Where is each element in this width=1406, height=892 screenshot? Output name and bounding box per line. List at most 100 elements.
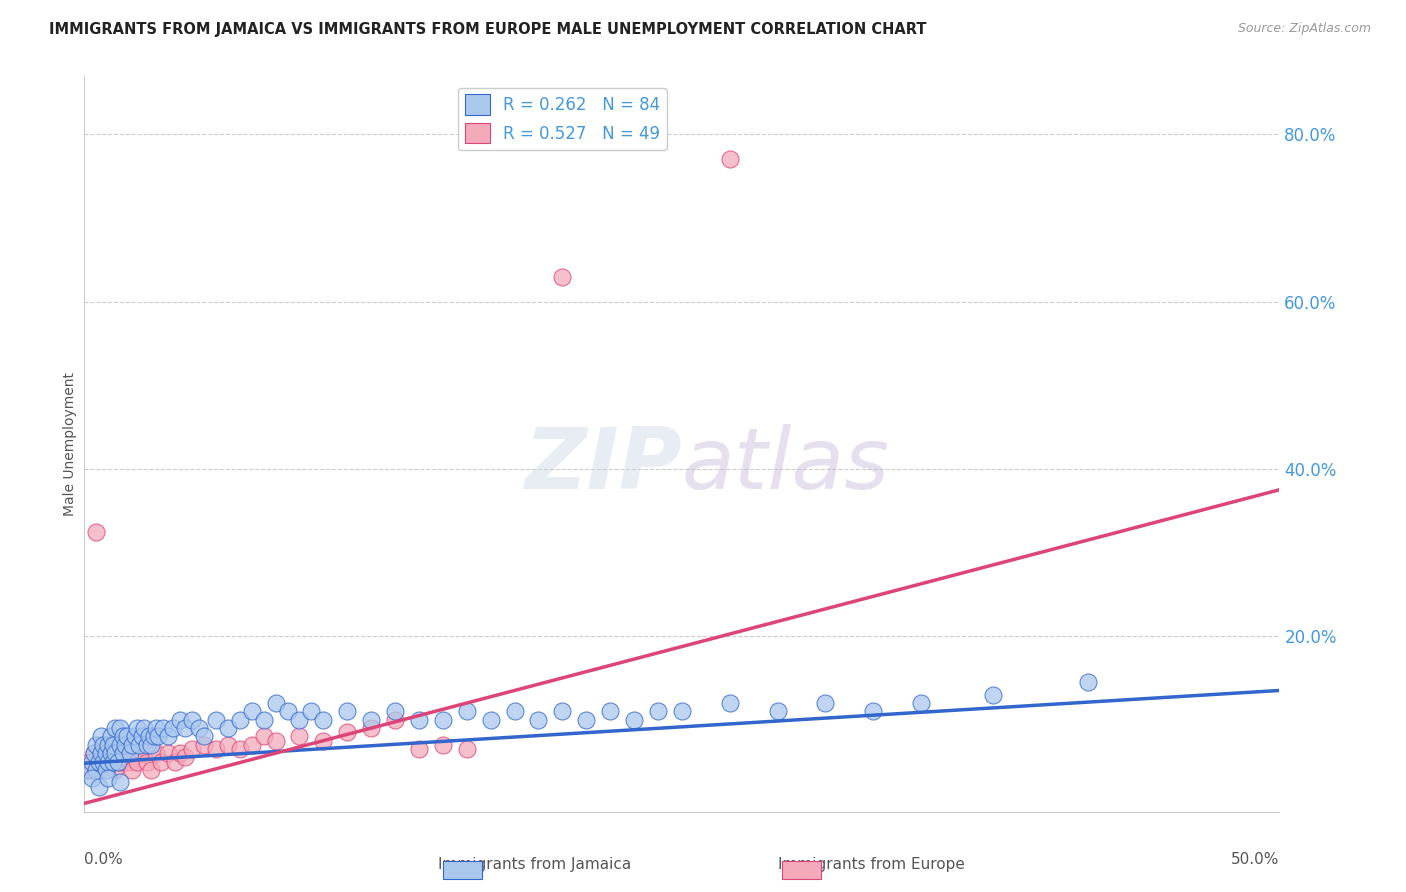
Point bbox=[114, 738, 136, 752]
Point bbox=[77, 755, 100, 769]
Point bbox=[240, 705, 263, 719]
Point bbox=[408, 742, 430, 756]
Point bbox=[599, 705, 621, 719]
Point bbox=[110, 755, 132, 769]
Point bbox=[83, 746, 105, 760]
Legend: R = 0.262   N = 84, R = 0.527   N = 49: R = 0.262 N = 84, R = 0.527 N = 49 bbox=[458, 87, 666, 150]
Point bbox=[94, 763, 117, 777]
Point bbox=[97, 755, 120, 769]
Point bbox=[100, 746, 122, 760]
Point bbox=[131, 730, 153, 744]
Point bbox=[456, 705, 478, 719]
Point bbox=[90, 746, 112, 760]
Point bbox=[551, 269, 574, 284]
Point bbox=[149, 755, 172, 769]
Point bbox=[288, 730, 311, 744]
Point bbox=[301, 705, 323, 719]
Point bbox=[87, 763, 110, 777]
Point bbox=[131, 746, 153, 760]
Point bbox=[671, 705, 693, 719]
Text: ZIP: ZIP bbox=[524, 425, 682, 508]
Point bbox=[165, 755, 187, 769]
Point bbox=[94, 746, 117, 760]
Point bbox=[312, 733, 335, 747]
Point bbox=[456, 742, 478, 756]
Point bbox=[86, 755, 108, 769]
Point bbox=[101, 755, 124, 769]
Point bbox=[83, 746, 105, 760]
Point bbox=[479, 713, 502, 727]
Text: Immigrants from Europe: Immigrants from Europe bbox=[779, 857, 965, 872]
Point bbox=[432, 738, 454, 752]
Point bbox=[118, 746, 141, 760]
Point bbox=[135, 755, 157, 769]
Point bbox=[80, 755, 103, 769]
Point bbox=[138, 730, 160, 744]
Point bbox=[384, 713, 406, 727]
Point bbox=[100, 730, 122, 744]
Point bbox=[100, 746, 122, 760]
Point bbox=[97, 755, 120, 769]
Point bbox=[110, 738, 132, 752]
Point bbox=[117, 730, 139, 744]
Point bbox=[432, 713, 454, 727]
Text: Source: ZipAtlas.com: Source: ZipAtlas.com bbox=[1237, 22, 1371, 36]
Point bbox=[86, 524, 108, 539]
Point bbox=[145, 721, 167, 735]
Point bbox=[93, 755, 115, 769]
Point bbox=[141, 763, 163, 777]
Point bbox=[360, 713, 382, 727]
Point bbox=[814, 696, 837, 710]
Point bbox=[117, 746, 139, 760]
Point bbox=[124, 730, 146, 744]
Point bbox=[86, 763, 108, 777]
Point bbox=[336, 725, 359, 739]
Point bbox=[101, 755, 124, 769]
Point bbox=[132, 721, 156, 735]
Point bbox=[104, 763, 127, 777]
Point bbox=[981, 688, 1004, 702]
Point bbox=[107, 746, 129, 760]
Point bbox=[181, 713, 204, 727]
Point bbox=[193, 730, 215, 744]
Point bbox=[110, 721, 132, 735]
Point bbox=[111, 746, 134, 760]
Point bbox=[77, 763, 100, 777]
Point bbox=[173, 721, 195, 735]
Point bbox=[862, 705, 884, 719]
Point bbox=[101, 738, 124, 752]
Point bbox=[97, 738, 120, 752]
Text: 0.0%: 0.0% bbox=[84, 852, 124, 867]
Point bbox=[111, 730, 134, 744]
Point bbox=[97, 771, 120, 786]
Point bbox=[1077, 675, 1099, 690]
Point bbox=[157, 730, 180, 744]
Point bbox=[575, 713, 598, 727]
Point bbox=[169, 746, 191, 760]
Point bbox=[718, 696, 741, 710]
Point bbox=[288, 713, 311, 727]
Point bbox=[125, 755, 148, 769]
Point bbox=[142, 730, 165, 744]
Point bbox=[217, 721, 239, 735]
Y-axis label: Male Unemployment: Male Unemployment bbox=[63, 372, 77, 516]
Point bbox=[104, 746, 127, 760]
Point bbox=[104, 721, 127, 735]
Point bbox=[110, 775, 132, 789]
Point bbox=[141, 738, 163, 752]
Point bbox=[135, 738, 157, 752]
Point bbox=[193, 738, 215, 752]
Point bbox=[766, 705, 789, 719]
Point bbox=[527, 713, 550, 727]
Point bbox=[157, 746, 180, 760]
Point bbox=[145, 746, 167, 760]
Point bbox=[551, 705, 574, 719]
Point bbox=[910, 696, 932, 710]
Point bbox=[87, 755, 110, 769]
Point bbox=[217, 738, 239, 752]
Point bbox=[205, 742, 228, 756]
Point bbox=[718, 153, 741, 167]
Point bbox=[93, 755, 115, 769]
Point bbox=[623, 713, 645, 727]
Point bbox=[253, 713, 276, 727]
